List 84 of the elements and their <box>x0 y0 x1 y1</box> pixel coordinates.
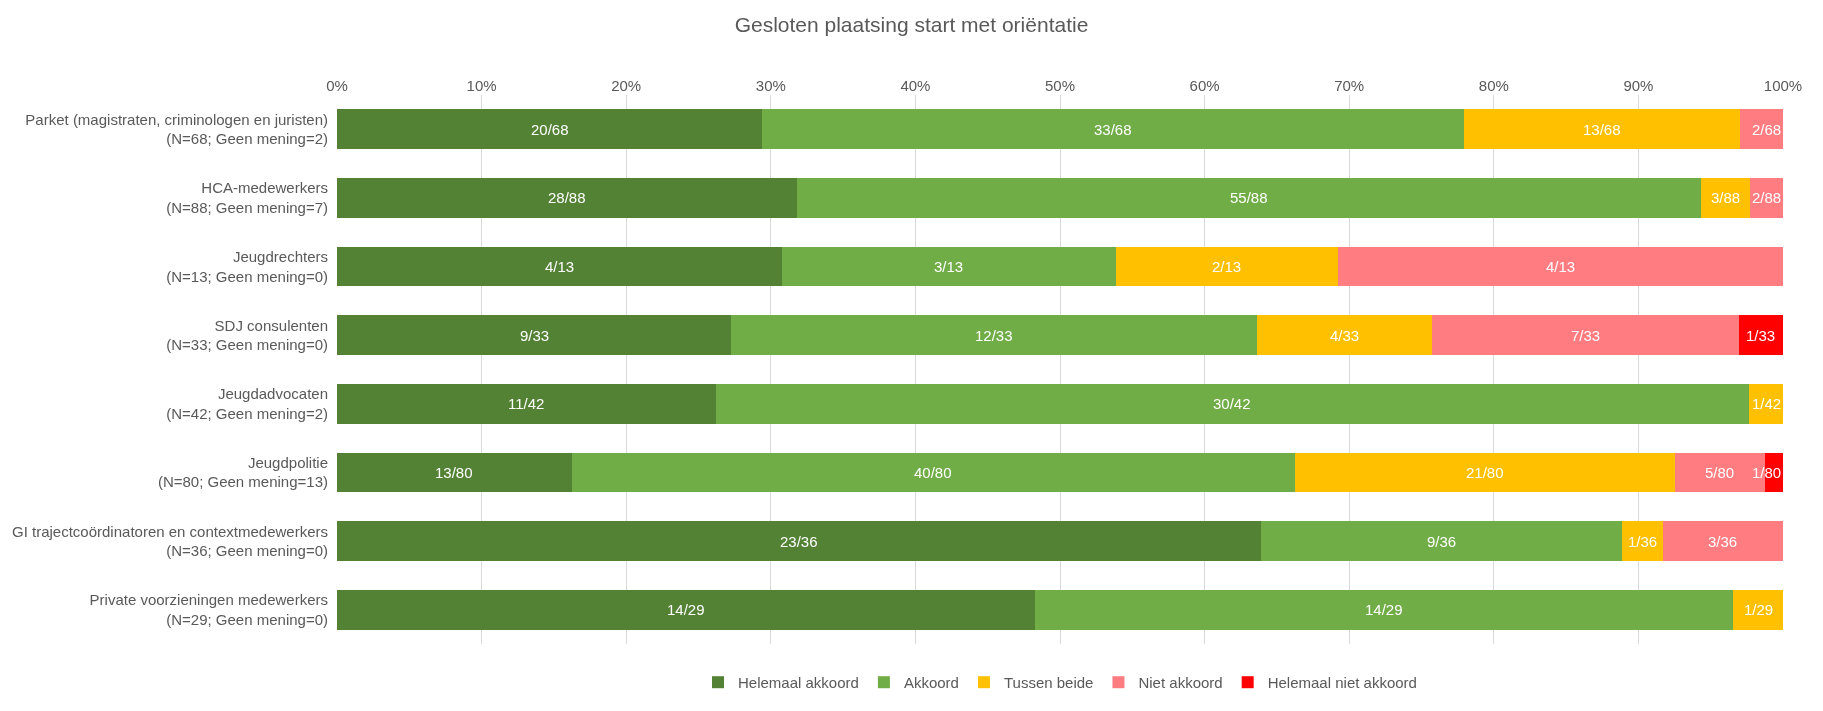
data-label: 3/36 <box>1708 533 1738 550</box>
bar <box>1739 315 1783 356</box>
bar <box>337 452 572 493</box>
data-label: 5/80 <box>1705 464 1735 481</box>
data-label: 55/88 <box>1230 189 1268 206</box>
data-label: 4/13 <box>1546 258 1576 275</box>
bar <box>337 589 1036 630</box>
x-tick-label: 90% <box>1623 77 1654 94</box>
data-label: 9/36 <box>1427 533 1457 550</box>
bar <box>1740 109 1783 150</box>
x-tick-label: 100% <box>1763 77 1803 94</box>
data-label: 20/68 <box>531 121 569 138</box>
x-tick-label: 70% <box>1334 77 1365 94</box>
data-label: 1/42 <box>1752 395 1782 412</box>
chart-title: Gesloten plaatsing start met oriëntatie <box>734 13 1089 37</box>
y-tick-label: Jeugdadvocaten (N=42; Geen mening=2) <box>166 385 328 422</box>
data-label: 3/88 <box>1711 189 1741 206</box>
y-tick-label: HCA-medewerkers (N=88; Geen mening=7) <box>166 179 328 216</box>
data-label: 1/80 <box>1752 464 1782 481</box>
data-label: 21/80 <box>1466 464 1504 481</box>
x-tick-label: 30% <box>755 77 786 94</box>
legend-label: Tussen beide <box>1003 674 1094 692</box>
bar <box>762 109 1465 150</box>
data-label: 23/36 <box>780 533 818 550</box>
data-label: 4/33 <box>1330 327 1360 344</box>
bar <box>1260 521 1623 561</box>
y-tick-label: Parket (magistraten, criminologen en juristen) (N=68; Geen mening=2) <box>25 110 328 148</box>
bar <box>1257 315 1433 356</box>
x-tick-label: 10% <box>466 77 497 94</box>
data-label: 2/88 <box>1752 189 1782 206</box>
bar <box>337 521 1261 561</box>
bar <box>797 178 1701 218</box>
data-label: 3/13 <box>934 258 964 275</box>
data-label: 11/42 <box>508 395 545 412</box>
bar <box>337 178 798 218</box>
bar <box>715 383 1749 424</box>
legend-label: Helemaal niet akkoord <box>1267 674 1417 692</box>
data-label: 9/33 <box>520 327 550 344</box>
data-label: 2/68 <box>1752 121 1782 138</box>
x-tick-label: 0% <box>326 77 348 94</box>
data-label: 33/68 <box>1094 121 1132 138</box>
bar <box>337 246 782 287</box>
data-label: 1/36 <box>1628 533 1658 550</box>
bar <box>337 315 732 356</box>
bar <box>1432 315 1740 356</box>
legend-label: Akkoord <box>903 674 959 692</box>
bar <box>1662 521 1783 561</box>
bar <box>1115 246 1339 287</box>
data-label: 2/13 <box>1212 258 1242 275</box>
y-tick-label: SDJ consulenten (N=33; Geen mening=0) <box>166 316 328 354</box>
bar <box>1464 109 1741 150</box>
data-label: 12/33 <box>975 327 1013 344</box>
x-tick-label: 20% <box>611 77 642 94</box>
bar <box>781 246 1116 287</box>
data-label: 14/29 <box>1365 601 1403 618</box>
bar <box>337 383 716 424</box>
bar <box>731 315 1258 356</box>
y-tick-label: Private voorzieningen medewerkers (N=29; Geen mening=0) <box>89 591 328 628</box>
bar <box>1733 589 1783 630</box>
data-label: 13/80 <box>435 464 473 481</box>
y-tick-label: Jeugdrechters (N=13; Geen mening=0) <box>166 248 328 285</box>
bar <box>1294 452 1675 493</box>
data-label: 7/33 <box>1571 327 1601 344</box>
bar <box>337 109 763 150</box>
data-label: 40/80 <box>914 464 952 481</box>
x-tick-label: 50% <box>1044 77 1076 94</box>
y-tick-label: Jeugdpolitie (N=80; Geen mening=13) <box>157 453 328 491</box>
data-label: 4/13 <box>545 258 575 275</box>
y-tick-label: GI trajectcoördinatoren en contextmedewerkers (N=36; Geen mening=0) <box>12 522 328 560</box>
x-tick-label: 80% <box>1478 77 1509 94</box>
data-label: 14/29 <box>667 601 705 618</box>
legend-label: Helemaal akkoord <box>738 674 859 692</box>
bar <box>1035 589 1734 630</box>
data-label: 13/68 <box>1583 121 1621 138</box>
legend-label: Niet akkoord <box>1138 674 1223 692</box>
bar <box>1622 521 1663 561</box>
x-tick-label: 60% <box>1189 77 1220 94</box>
bar <box>571 452 1295 493</box>
x-tick-label: 40% <box>900 77 931 94</box>
bar <box>1338 246 1783 287</box>
data-label: 1/29 <box>1744 601 1774 618</box>
data-label: 30/42 <box>1213 395 1251 412</box>
data-label: 28/88 <box>548 189 586 206</box>
data-label: 1/33 <box>1746 327 1776 344</box>
